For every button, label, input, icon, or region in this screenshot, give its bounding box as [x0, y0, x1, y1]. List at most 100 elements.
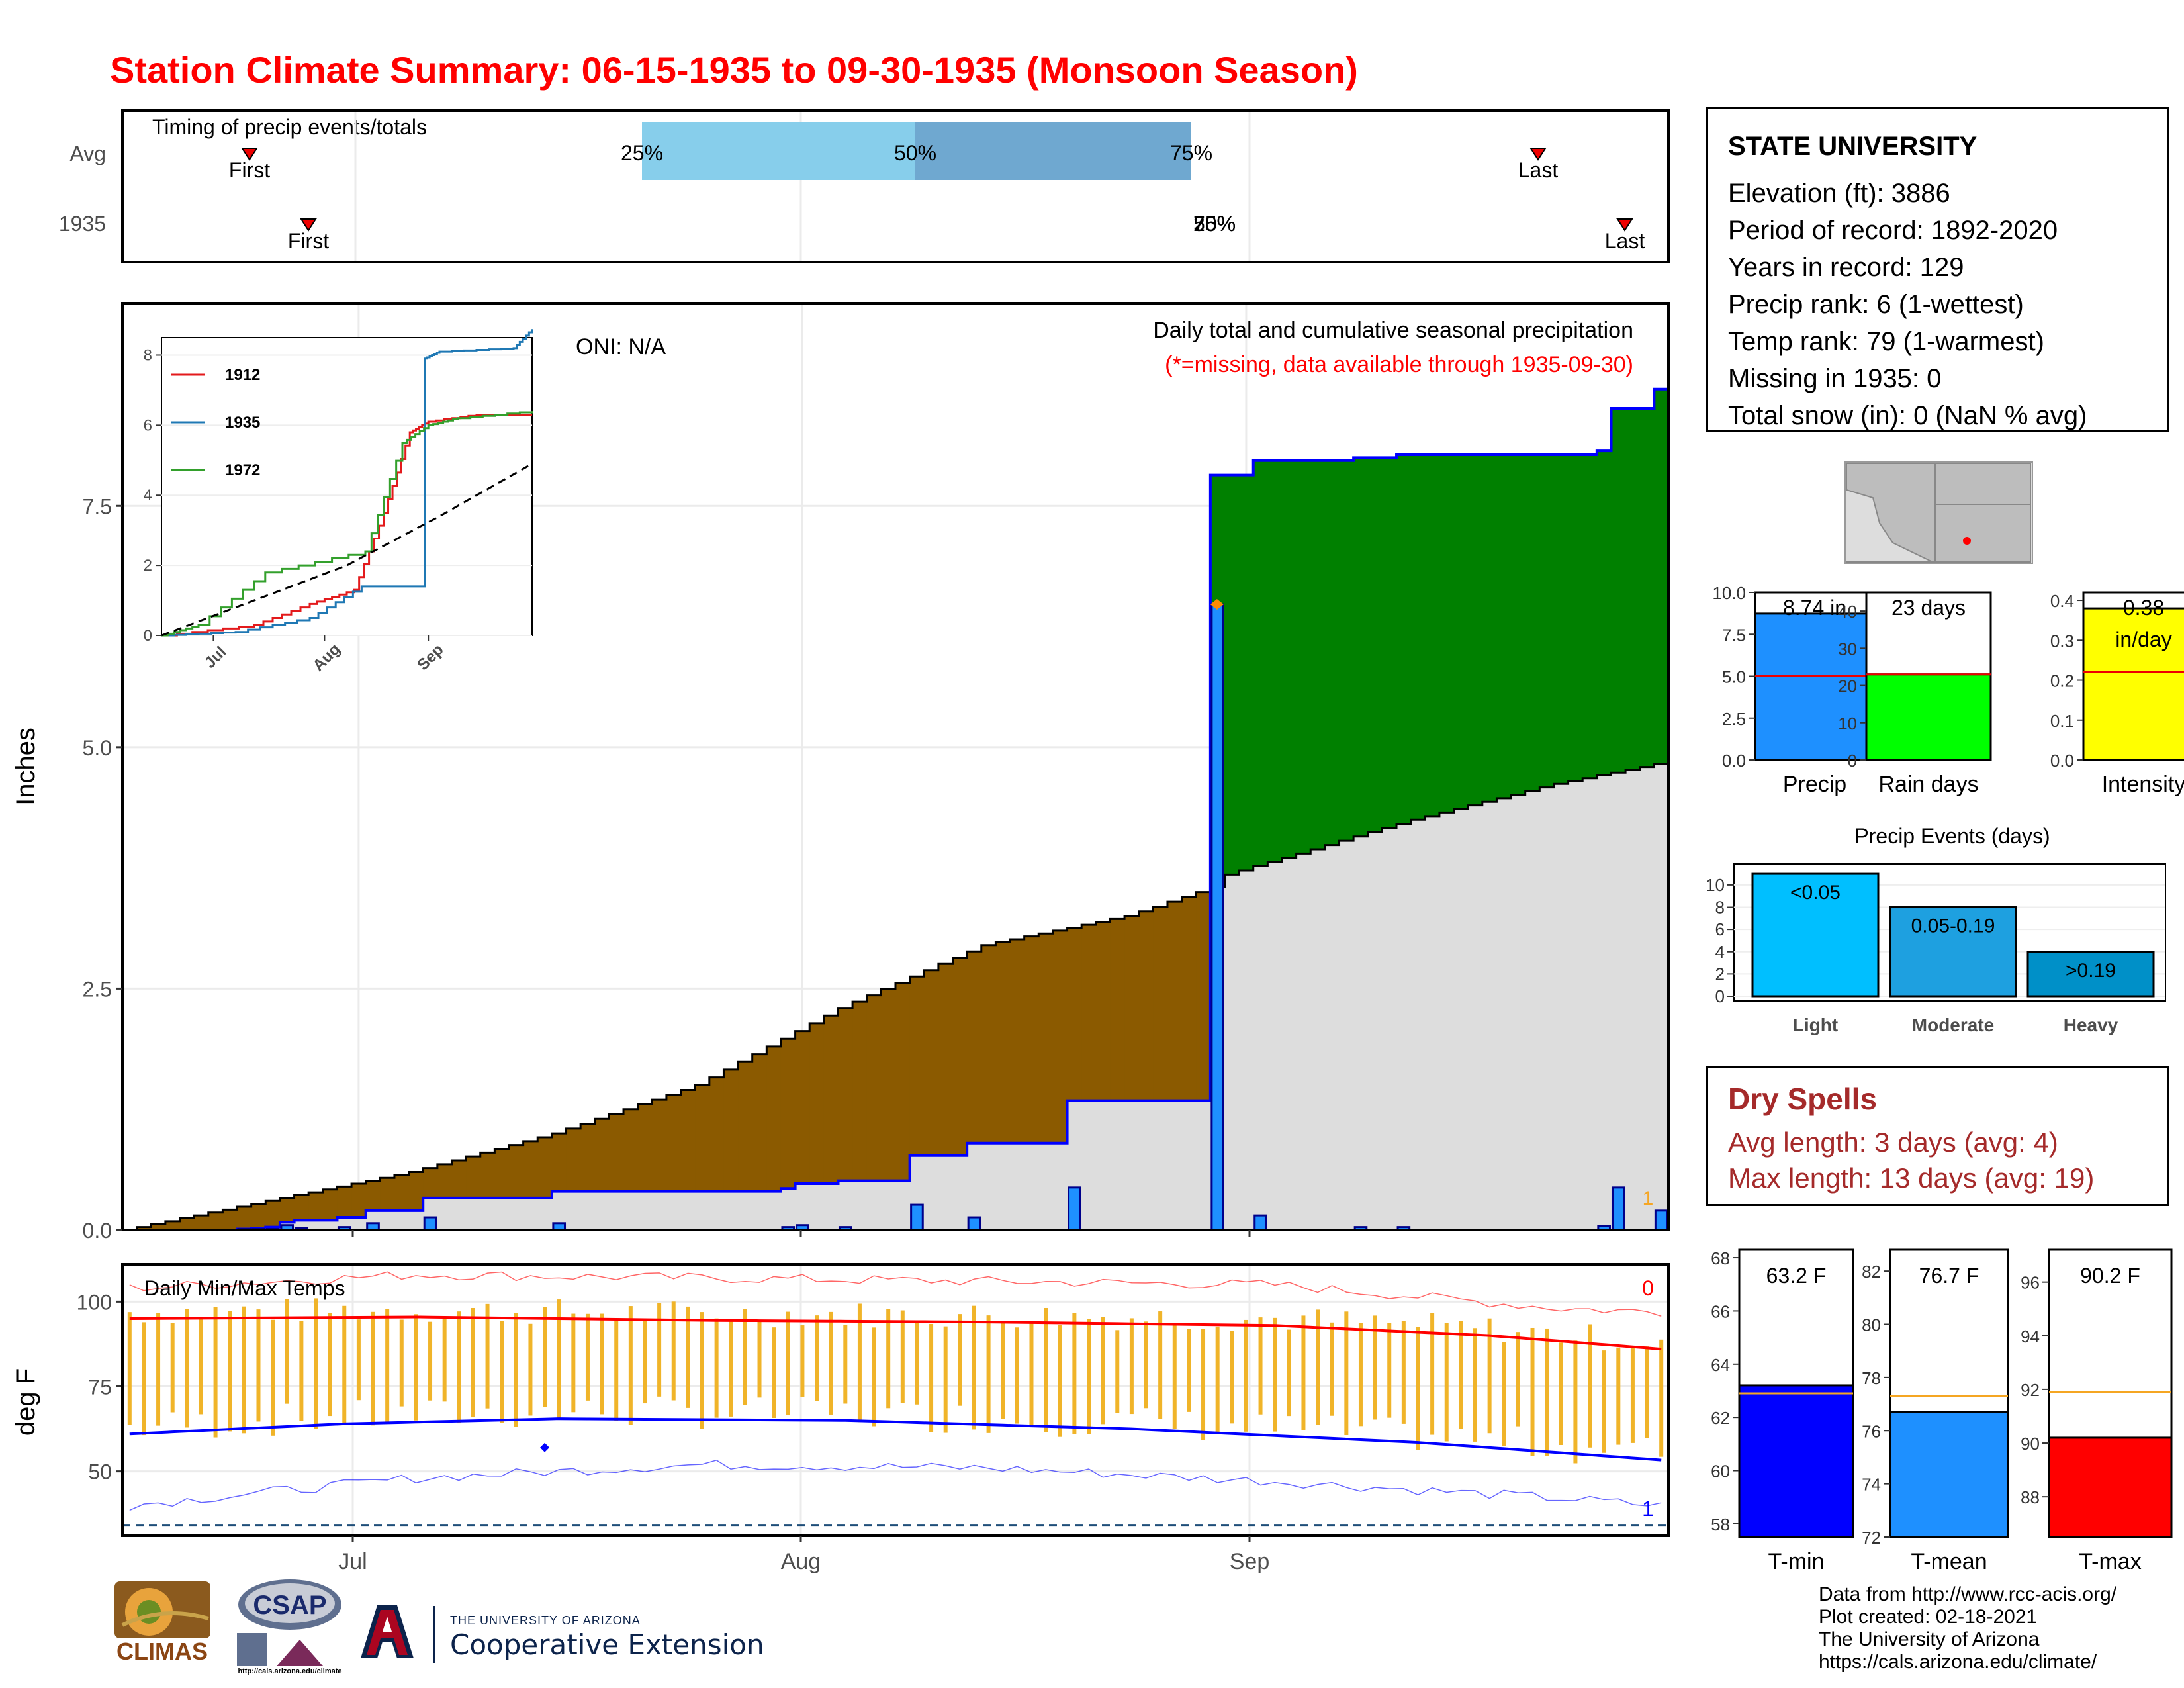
- daily-temp-range-bar: [1502, 1342, 1506, 1446]
- below-avg-segment: [895, 982, 911, 1181]
- temp-line-avg-min: [129, 1417, 1662, 1462]
- climas-logo-icon: CLIMAS: [114, 1581, 210, 1665]
- timing-q75: 75%: [1170, 141, 1212, 165]
- temps-missing-max: 0: [1642, 1276, 1654, 1300]
- daily-temp-range-bar: [1058, 1325, 1062, 1437]
- events-title: Precip Events (days): [1854, 824, 2050, 848]
- events-y-tick-label: 6: [1715, 919, 1725, 939]
- below-avg-segment: [509, 1145, 524, 1198]
- above-avg-segment: [1596, 451, 1612, 776]
- ua-logo[interactable]: [357, 1602, 417, 1662]
- events-y-tick-label: 8: [1715, 898, 1725, 917]
- below-avg-segment: [580, 1123, 596, 1192]
- climas-logo-text: CLIMAS: [116, 1638, 208, 1665]
- daily-temp-range-bar: [1616, 1347, 1621, 1445]
- daily-temp-range-bar: [686, 1306, 690, 1408]
- y-tick-label: 0.0: [83, 1219, 112, 1243]
- precip-areas: [122, 387, 1669, 1231]
- daily-temp-range-bar: [1215, 1326, 1220, 1433]
- below-avg-segment: [924, 970, 939, 1156]
- daily-temp-range-bar: [1015, 1327, 1019, 1424]
- daily-temp-range-bar: [428, 1321, 433, 1401]
- daily-temp-range-bar: [1172, 1323, 1177, 1429]
- daily-temp-range-bar: [514, 1313, 518, 1427]
- above-avg-segment: [1611, 408, 1626, 773]
- below-avg-segment: [551, 1133, 567, 1192]
- below-avg-segment: [466, 1156, 481, 1198]
- precip-ylabel: Inches: [11, 727, 40, 806]
- temp-summary-tick-label: 76: [1862, 1421, 1881, 1441]
- inset-y-tick-label: 4: [144, 487, 152, 504]
- daily-temp-range-bar: [1588, 1324, 1592, 1448]
- temp-line-record-low: [129, 1460, 1662, 1511]
- below-avg-segment: [322, 1189, 338, 1221]
- daily-temp-range-bar: [528, 1323, 533, 1416]
- daily-temp-range-bar: [628, 1306, 633, 1425]
- timing-q50: 50%: [894, 141, 936, 165]
- daily-temp-range-bar: [1401, 1321, 1406, 1424]
- below-avg-segment: [637, 1104, 653, 1192]
- above-avg-segment: [1453, 454, 1469, 810]
- summary-label: Intensity: [2102, 772, 2184, 797]
- daily-temp-range-bar: [1602, 1350, 1606, 1453]
- avg-first-text: First: [229, 158, 270, 182]
- temp-summary-tick-label: 60: [1711, 1462, 1730, 1481]
- daily-temp-range-bar: [1530, 1327, 1535, 1456]
- above-avg-segment: [1511, 454, 1526, 795]
- daily-temp-range-bar: [900, 1310, 905, 1403]
- temp-y-tick-label: 75: [88, 1376, 112, 1399]
- min-temp-marker: [540, 1442, 550, 1452]
- below-avg-segment: [866, 995, 882, 1181]
- daily-temp-range-bar: [1330, 1322, 1334, 1416]
- daily-temp-range-bar: [142, 1322, 146, 1436]
- below-avg-segment: [1124, 916, 1140, 1101]
- events-bar-Heavy: [2026, 951, 2155, 998]
- daily-temp-range-bar: [800, 1325, 805, 1397]
- climas-logo[interactable]: CLIMAS: [109, 1579, 215, 1673]
- above-avg-segment: [1468, 454, 1483, 806]
- year-cumulative-line: [122, 387, 1668, 1231]
- above-avg-segment: [1324, 460, 1340, 845]
- summary-tick-label: 2.5: [1722, 709, 1746, 729]
- temp-line-record-high: [129, 1271, 1662, 1317]
- csap-logo[interactable]: CSAP http://cals.arizona.edu/climate: [230, 1577, 347, 1676]
- below-avg-segment: [695, 1085, 710, 1192]
- daily-temp-range-bar: [1373, 1315, 1377, 1420]
- daily-temp-range-bar: [1487, 1318, 1492, 1434]
- location-map: [1844, 461, 2033, 564]
- temp-summary-tick-label: 92: [2021, 1380, 2040, 1400]
- dry-spells-avg: Avg length: 3 days (avg: 4): [1728, 1127, 2058, 1158]
- temp-summary-bar-T-min: [1738, 1384, 1854, 1538]
- timing-row-avg-label: Avg: [69, 142, 106, 165]
- inset-legend-label: 1912: [225, 366, 260, 384]
- daily-temp-range-bar: [743, 1309, 747, 1405]
- daily-temp-range-bar: [1630, 1347, 1635, 1443]
- daily-temp-range-bar: [1559, 1342, 1563, 1445]
- below-avg-segment: [480, 1152, 495, 1198]
- daily-temp-range-bar: [127, 1312, 132, 1425]
- below-avg-segment: [1167, 902, 1183, 1101]
- below-avg-segment: [265, 1201, 281, 1227]
- summary-tick-label: 0.0: [2050, 751, 2074, 771]
- daily-temp-range-bar: [614, 1319, 619, 1421]
- yr-quantile-text-25: 25%: [1193, 212, 1236, 236]
- daily-temp-range-bar: [557, 1299, 561, 1418]
- daily-temp-range-bar: [843, 1324, 848, 1404]
- temp-summary-tick-label: 94: [2021, 1327, 2040, 1346]
- below-avg-segment: [394, 1174, 410, 1211]
- station-temp-rank: Temp rank: 79 (1-warmest): [1728, 327, 2044, 356]
- above-avg-segment: [1539, 454, 1555, 788]
- events-bar-label: <0.05: [1790, 882, 1841, 904]
- daily-temp-range-bar: [929, 1323, 934, 1432]
- temp-summary-value: 76.7 F: [1919, 1264, 1979, 1288]
- above-avg-segment: [1253, 460, 1268, 867]
- inset-line-1972: [161, 411, 533, 637]
- below-avg-segment: [909, 976, 925, 1156]
- daily-temp-range-bar: [399, 1319, 404, 1407]
- below-avg-segment: [308, 1192, 324, 1221]
- daily-temp-range-bar: [1430, 1313, 1435, 1435]
- daily-temp-range-bar: [500, 1321, 504, 1423]
- daily-temp-range-bar: [1545, 1328, 1549, 1456]
